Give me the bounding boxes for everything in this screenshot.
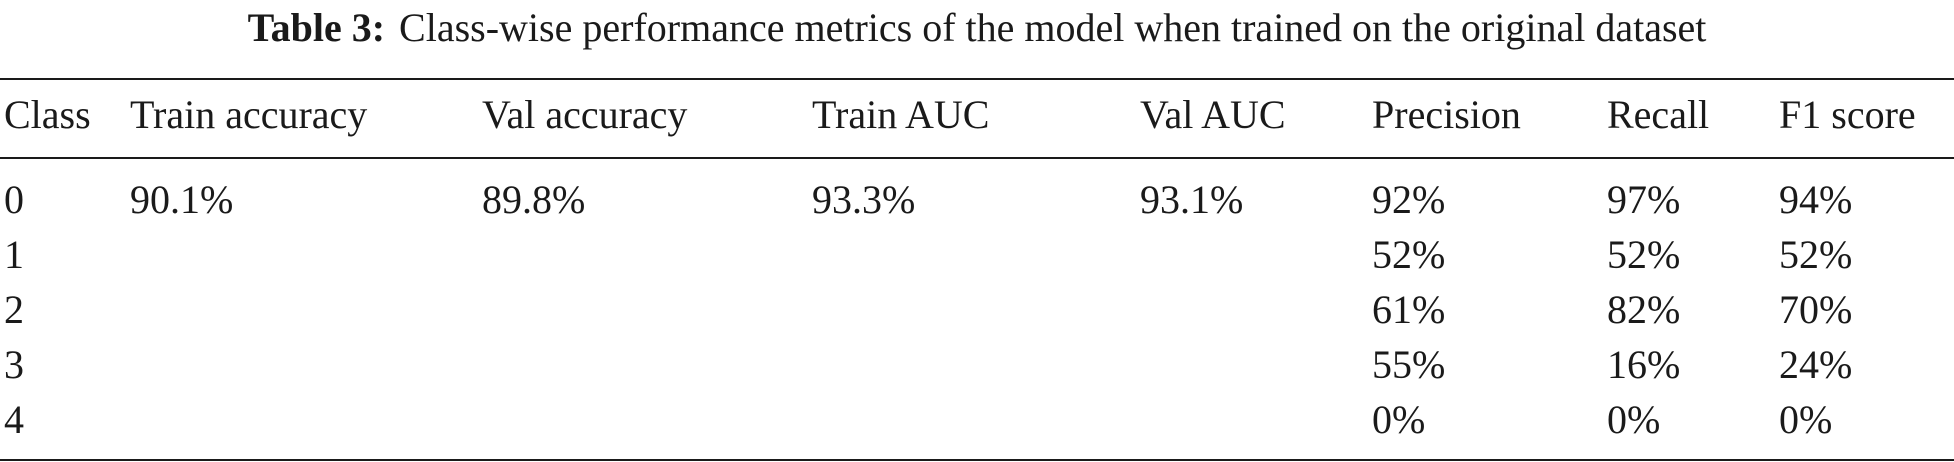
table-top-rule xyxy=(0,78,1954,80)
row-1-class: 1 xyxy=(4,232,24,277)
row-1-recall: 52% xyxy=(1607,232,1681,277)
row-4-precision: 0% xyxy=(1372,397,1426,442)
table-bottom-rule xyxy=(0,459,1954,461)
header-precision: Precision xyxy=(1372,92,1521,137)
row-3-precision: 55% xyxy=(1372,342,1446,387)
row-0-precision: 92% xyxy=(1372,177,1446,222)
caption-text: Class-wise performance metrics of the mo… xyxy=(399,5,1707,50)
header-f1-score: F1 score xyxy=(1779,92,1916,137)
row-3-class: 3 xyxy=(4,342,24,387)
row-0-class: 0 xyxy=(4,177,24,222)
row-0-train-accuracy: 90.1% xyxy=(130,177,234,222)
header-val-accuracy: Val accuracy xyxy=(482,92,688,137)
header-train-auc: Train AUC xyxy=(812,92,990,137)
row-4-recall: 0% xyxy=(1607,397,1661,442)
row-3-recall: 16% xyxy=(1607,342,1681,387)
row-0-val-auc: 93.1% xyxy=(1140,177,1244,222)
row-0-train-auc: 93.3% xyxy=(812,177,916,222)
row-0-f1-score: 94% xyxy=(1779,177,1853,222)
header-val-auc: Val AUC xyxy=(1140,92,1286,137)
row-2-precision: 61% xyxy=(1372,287,1446,332)
row-3-f1-score: 24% xyxy=(1779,342,1853,387)
table-header-rule xyxy=(0,157,1954,159)
row-2-f1-score: 70% xyxy=(1779,287,1853,332)
row-0-val-accuracy: 89.8% xyxy=(482,177,586,222)
row-4-f1-score: 0% xyxy=(1779,397,1833,442)
header-train-accuracy: Train accuracy xyxy=(130,92,368,137)
caption-label: Table 3: xyxy=(247,5,386,50)
row-0-recall: 97% xyxy=(1607,177,1681,222)
row-2-recall: 82% xyxy=(1607,287,1681,332)
row-4-class: 4 xyxy=(4,397,24,442)
row-1-f1-score: 52% xyxy=(1779,232,1853,277)
row-1-precision: 52% xyxy=(1372,232,1446,277)
row-2-class: 2 xyxy=(4,287,24,332)
header-recall: Recall xyxy=(1607,92,1710,137)
table-caption: Table 3: Class-wise performance metrics o… xyxy=(0,2,1954,54)
header-class: Class xyxy=(4,92,91,137)
